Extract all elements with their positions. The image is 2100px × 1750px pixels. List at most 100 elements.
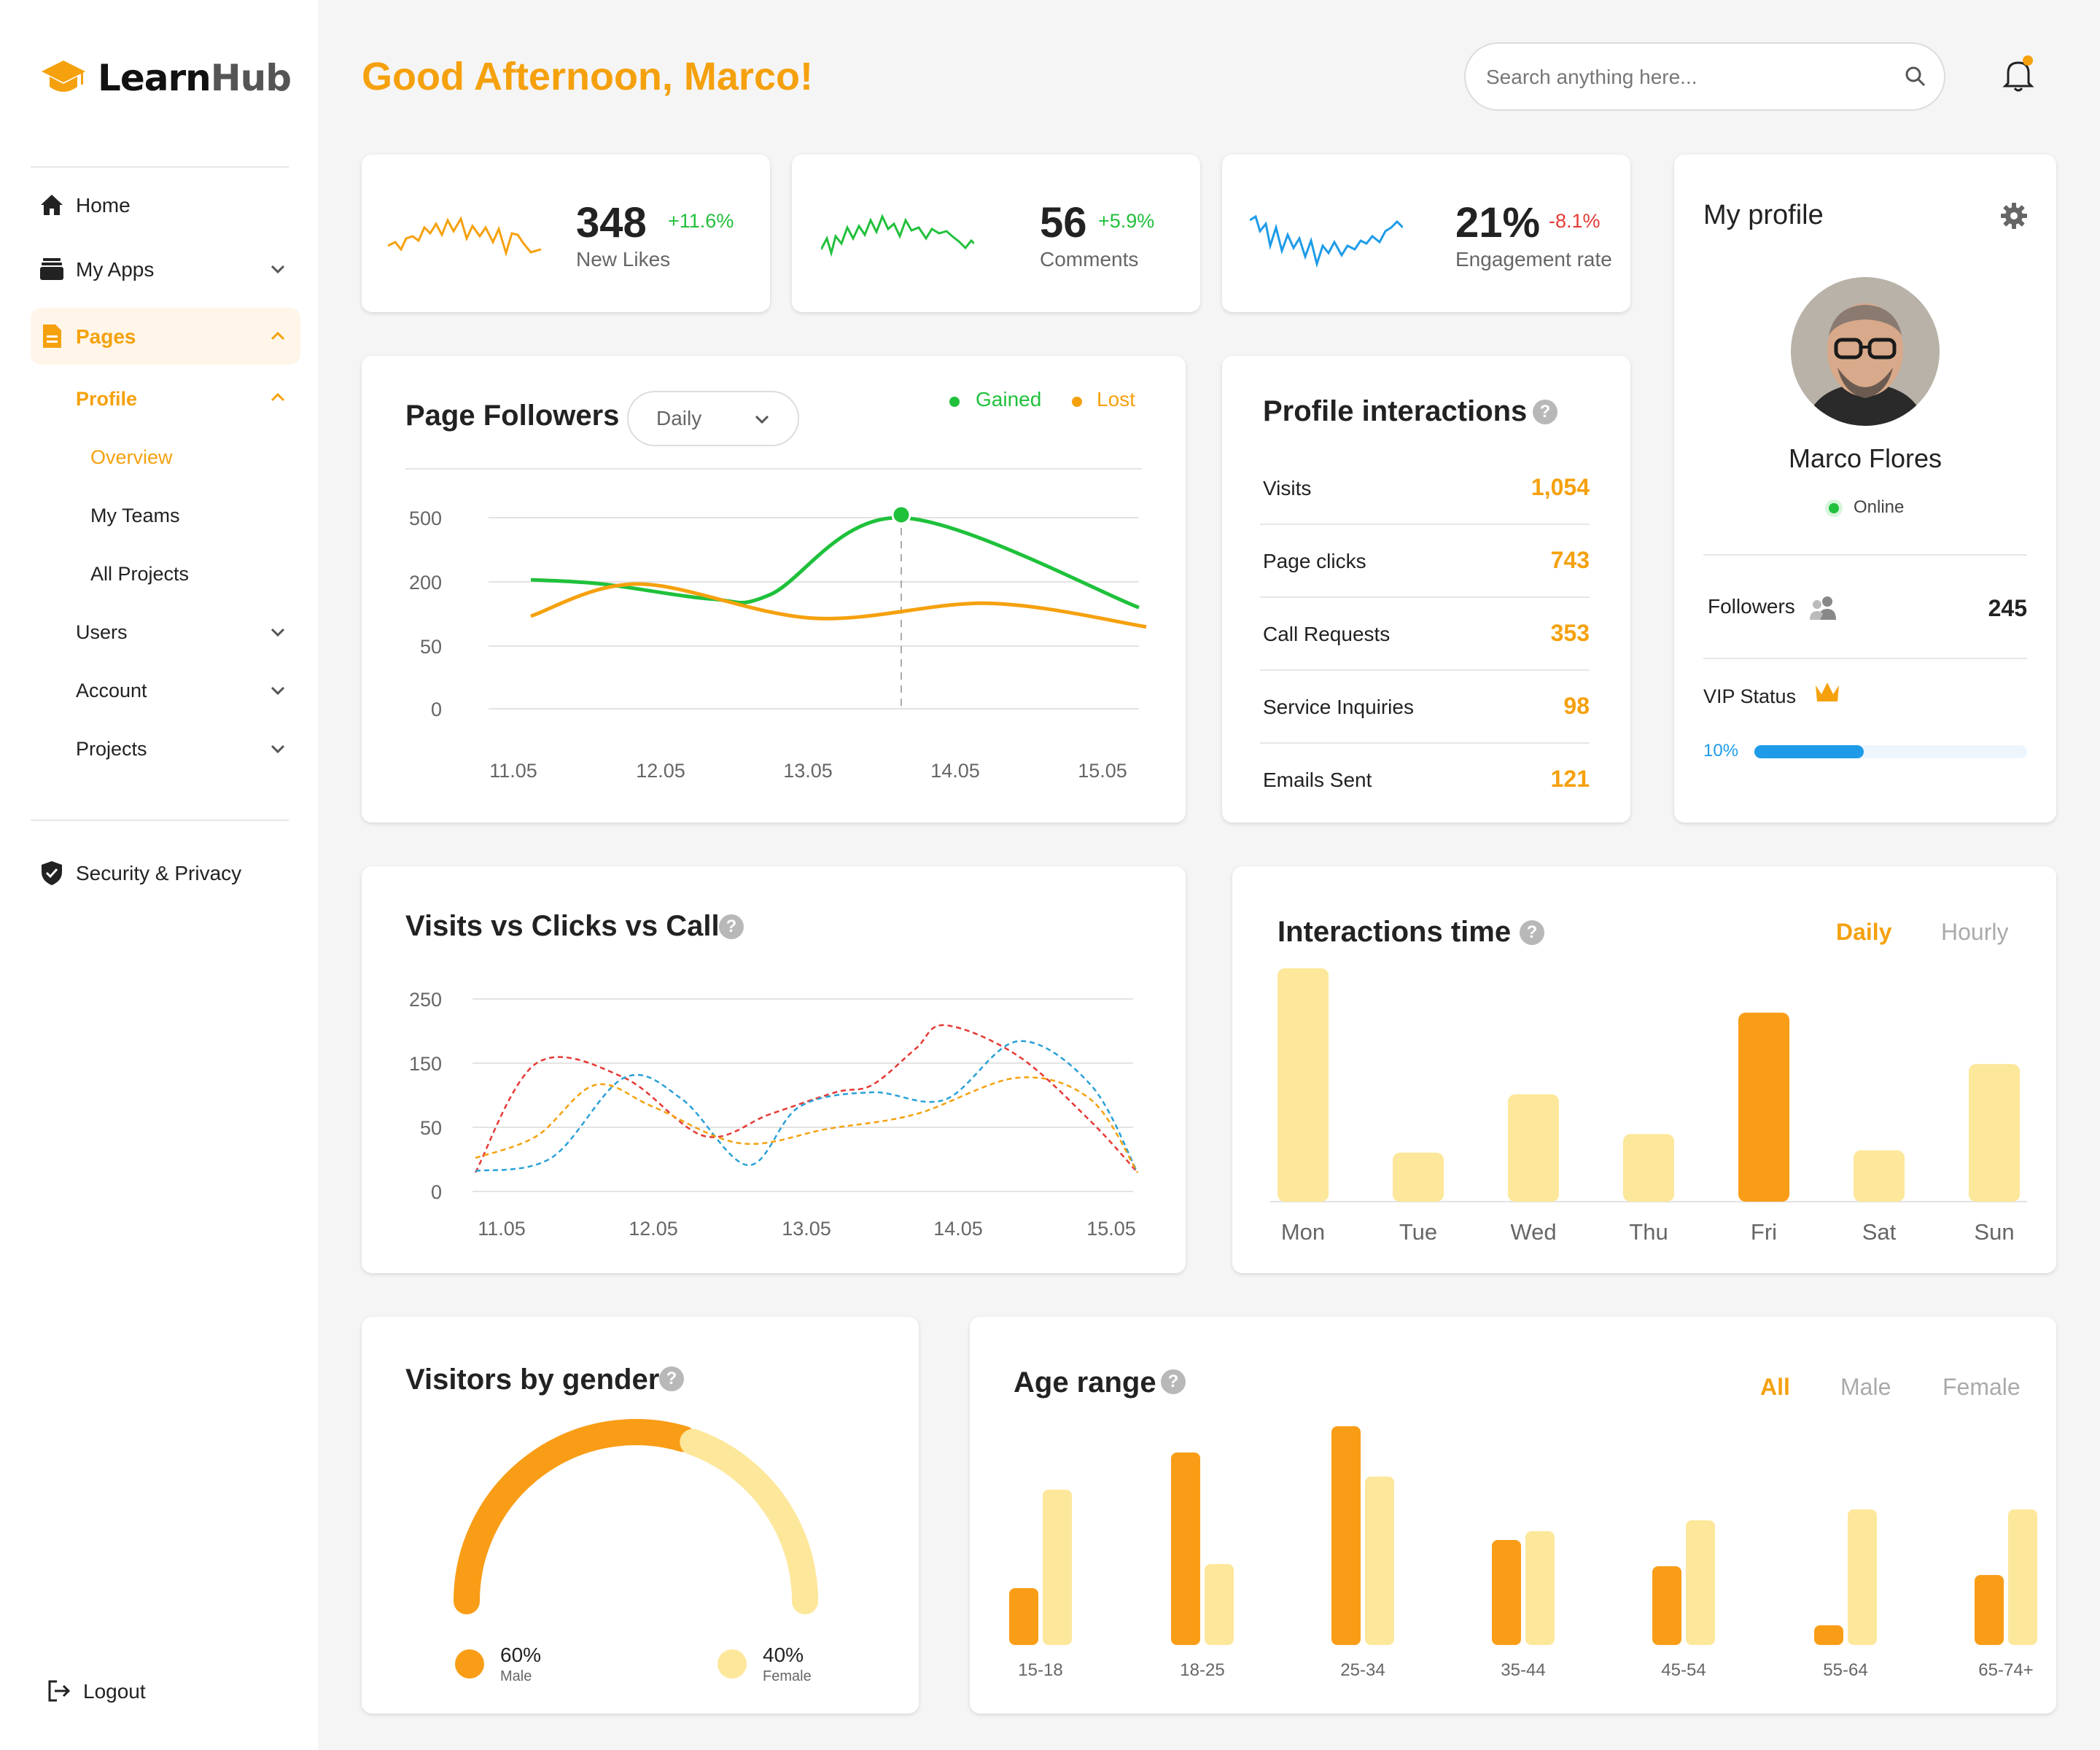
sidebar-subitem-all-projects[interactable]: All Projects	[90, 563, 190, 585]
period-dropdown[interactable]: Daily	[627, 391, 799, 446]
sidebar-subitem-projects[interactable]: Projects	[76, 738, 147, 760]
logout-button[interactable]: Logout	[38, 1662, 198, 1719]
bar-fri[interactable]	[1738, 1012, 1789, 1202]
chevron-up-icon[interactable]	[268, 327, 287, 346]
interaction-value: 98	[1563, 693, 1590, 719]
chevron-down-icon[interactable]	[268, 260, 287, 279]
bar-25-34-s1[interactable]	[1331, 1426, 1361, 1645]
bar-55-64-s1[interactable]	[1814, 1625, 1843, 1645]
series-clicks-line	[475, 1040, 1139, 1173]
logout-icon	[48, 1680, 71, 1702]
bar-65-74+-s1[interactable]	[1975, 1575, 2004, 1645]
stat-value: 56	[1040, 199, 1087, 246]
stat-value: 21%	[1455, 199, 1541, 246]
sidebar-subitem-my-teams[interactable]: My Teams	[90, 505, 180, 526]
bar-18-25-s2[interactable]	[1205, 1564, 1234, 1645]
sidebar-item-my-apps[interactable]: My Apps	[31, 241, 300, 298]
page-followers-card: Page Followers Daily Gained Lost 500 200 5…	[362, 356, 1186, 822]
vip-progress-fill	[1754, 745, 1864, 758]
bar-15-18-s1[interactable]	[1009, 1588, 1038, 1645]
chevron-up-icon[interactable]	[268, 388, 287, 407]
bar-45-54-s2[interactable]	[1686, 1520, 1715, 1645]
stat-label: Comments	[1040, 248, 1139, 271]
gauge-male-arc[interactable]	[454, 1419, 697, 1614]
sidebar-item-pages[interactable]: Pages	[31, 308, 300, 365]
sidebar-subitem-profile[interactable]: Profile	[76, 388, 138, 410]
avatar[interactable]	[1791, 277, 1940, 426]
help-icon[interactable]: ?	[1161, 1369, 1186, 1394]
bar-mon[interactable]	[1278, 968, 1329, 1202]
x-tick-label: Sun	[1974, 1219, 2014, 1245]
logo[interactable]: LearnHub	[41, 57, 292, 99]
stat-card-likes: 348 +11.6% New Likes	[362, 155, 770, 312]
x-tick-label: Wed	[1510, 1219, 1556, 1245]
bar-25-34-s2[interactable]	[1365, 1477, 1394, 1645]
apps-icon	[40, 258, 63, 280]
x-tick-label: 15.05	[1086, 1218, 1136, 1240]
x-tick-label: Sat	[1862, 1219, 1897, 1245]
profile-interactions-card: Profile interactions ? Visits 1,054 Page c…	[1222, 356, 1630, 822]
legend-female-dot	[718, 1649, 747, 1679]
tab-all[interactable]: All	[1760, 1374, 1790, 1400]
document-icon	[43, 324, 61, 348]
row-divider	[1260, 669, 1590, 671]
search-input[interactable]	[1486, 61, 1894, 93]
card-title: Profile interactions	[1263, 395, 1528, 427]
sidebar-subitem-users[interactable]: Users	[76, 621, 128, 643]
sidebar-item-label: Pages	[76, 325, 136, 348]
bar-sat[interactable]	[1854, 1150, 1905, 1202]
bar-35-44-s1[interactable]	[1492, 1540, 1521, 1645]
chevron-down-icon[interactable]	[268, 681, 287, 700]
interaction-value: 1,054	[1531, 474, 1590, 500]
period-value: Daily	[656, 407, 702, 429]
bar-35-44-s2[interactable]	[1525, 1531, 1555, 1645]
bar-sun[interactable]	[1969, 1064, 2020, 1202]
sidebar-subitem-overview[interactable]: Overview	[90, 446, 173, 468]
stat-label: Engagement rate	[1455, 248, 1612, 271]
bar-wed[interactable]	[1508, 1094, 1559, 1202]
help-icon[interactable]: ?	[1533, 400, 1558, 424]
tab-female[interactable]: Female	[1942, 1374, 2021, 1400]
sidebar-subitem-account[interactable]: Account	[76, 680, 147, 701]
chevron-down-icon[interactable]	[268, 623, 287, 642]
bar-45-54-s1[interactable]	[1652, 1566, 1681, 1645]
help-icon[interactable]: ?	[719, 914, 744, 939]
interactions-bar-chart: Mon Tue Wed Thu Fri Sat Sun	[1270, 968, 2027, 1245]
visits-chart-card: Visits vs Clicks vs Calls ? 250 150 50 0 11.…	[362, 866, 1186, 1273]
sidebar-item-security[interactable]: Security & Privacy	[31, 844, 300, 901]
bar-15-18-s2[interactable]	[1043, 1490, 1072, 1645]
tab-hourly[interactable]: Hourly	[1941, 919, 2009, 945]
stat-card-comments: 56 +5.9% Comments	[792, 155, 1200, 312]
series-lost-line	[530, 582, 1147, 629]
legend-female-pct: 40%	[763, 1644, 804, 1666]
card-title: My profile	[1703, 200, 1824, 230]
y-tick-label: 50	[420, 636, 442, 658]
tab-male[interactable]: Male	[1840, 1374, 1891, 1400]
bar-65-74+-s2[interactable]	[2008, 1509, 2037, 1645]
sidebar-item-home[interactable]: Home	[31, 176, 300, 233]
x-tick-label: 14.05	[930, 760, 980, 782]
bar-55-64-s2[interactable]	[1848, 1509, 1877, 1645]
gear-icon[interactable]	[1999, 201, 2029, 230]
gauge-female-arc[interactable]	[680, 1428, 818, 1614]
card-title: Visits vs Clicks vs Calls	[405, 910, 736, 942]
bar-18-25-s1[interactable]	[1171, 1452, 1200, 1645]
crown-icon	[1816, 682, 1839, 701]
search-icon[interactable]	[1903, 64, 1928, 89]
x-tick-label: 65-74+	[1978, 1660, 2033, 1680]
vip-progress-track	[1754, 745, 2027, 758]
tab-daily[interactable]: Daily	[1836, 919, 1892, 945]
sparkline	[821, 214, 974, 257]
bell-icon[interactable]	[2001, 54, 2036, 93]
legend-lost: Lost	[1097, 388, 1135, 411]
bar-thu[interactable]	[1623, 1134, 1674, 1202]
legend-gained: Gained	[976, 388, 1042, 411]
search-bar[interactable]	[1464, 42, 1945, 111]
vip-label: VIP Status	[1703, 685, 1797, 707]
card-title: Interactions time	[1278, 916, 1512, 948]
bar-tue[interactable]	[1393, 1152, 1444, 1202]
help-icon[interactable]: ?	[1520, 920, 1544, 945]
hover-point[interactable]	[891, 505, 911, 525]
chevron-down-icon[interactable]	[268, 739, 287, 758]
help-icon[interactable]: ?	[659, 1366, 684, 1391]
